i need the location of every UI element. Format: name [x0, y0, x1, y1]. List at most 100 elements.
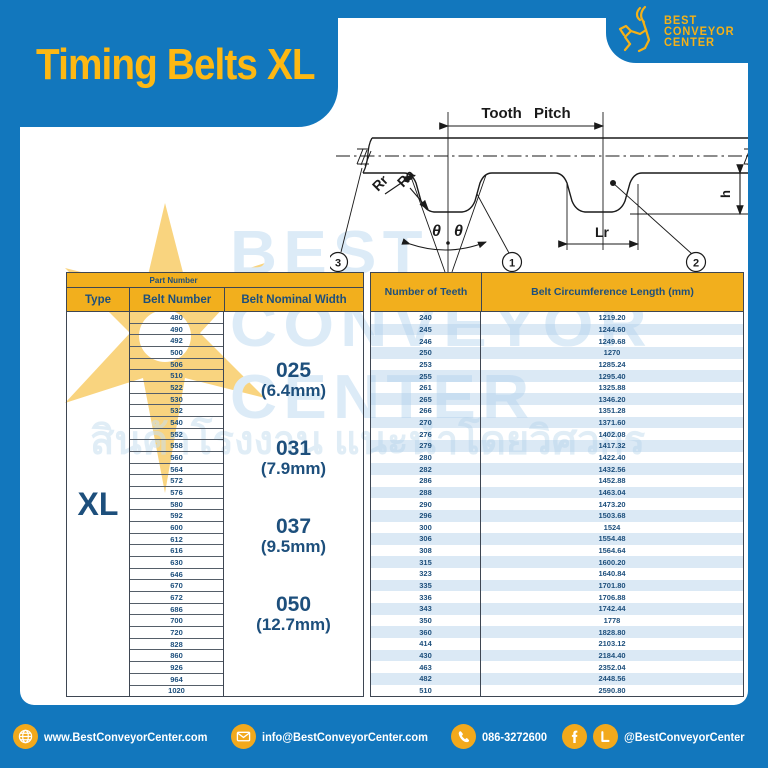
- belt-number-cell: 530: [130, 394, 223, 406]
- belt-number-cell: 580: [130, 499, 223, 511]
- nominal-width-mm: (6.4mm): [260, 381, 327, 400]
- part-number-band: Part Number: [67, 273, 363, 288]
- teeth-cell: 245: [371, 323, 481, 336]
- teeth-cell: 463: [371, 661, 481, 673]
- teeth-cell: 430: [371, 649, 481, 662]
- table-row: 308 1564.64: [371, 544, 743, 557]
- belt-number-cell: 672: [130, 592, 223, 604]
- table-row: 250 1270: [371, 346, 743, 359]
- teeth-cell: 296: [371, 509, 481, 522]
- belt-number-cell: 560: [130, 452, 223, 464]
- belt-number-cell: 686: [130, 604, 223, 616]
- number-of-teeth-column-header: Number of Teeth: [384, 286, 468, 298]
- nominal-width-entry: 025 (6.4mm): [224, 360, 363, 400]
- social-handle[interactable]: @BestConveyorCenter: [623, 729, 745, 744]
- circumference-cell: 1554.48: [598, 534, 626, 544]
- page-header: Timing Belts XL: [0, 0, 338, 127]
- table-row: 350 1778: [371, 614, 743, 627]
- nominal-width-code: 031: [275, 437, 312, 460]
- circumference-cell: 1742.44: [598, 604, 626, 614]
- brand-watermark-line3: CENTER: [230, 363, 536, 432]
- website-item: www.BestConveyorCenter.com: [13, 724, 222, 749]
- circumference-cell: 1295.40: [598, 371, 626, 381]
- teeth-cell: 323: [371, 568, 481, 580]
- teeth-cell: 360: [371, 626, 481, 638]
- belt-number-column: 480 490 492 500 506 510 522 530 532 540 552 558 560 5…: [129, 312, 224, 696]
- table-row: 245 1244.60: [371, 323, 743, 336]
- circumference-cell: 1270: [603, 348, 621, 358]
- circumference-cell: 1524: [603, 522, 621, 532]
- table-row: 253 1285.24: [371, 358, 743, 371]
- table-row: 270 1371.60: [371, 416, 743, 429]
- line-icon[interactable]: [592, 724, 618, 749]
- circumference-cell: 2448.56: [598, 674, 626, 684]
- belt-number-cell: 532: [130, 405, 223, 418]
- table-row: 300 1524: [371, 521, 743, 534]
- teeth-cell: 246: [371, 335, 481, 347]
- circumference-cell: 1706.88: [598, 592, 626, 602]
- right-table-header-row: Number of Teeth Belt Circumference Lengt…: [371, 273, 743, 312]
- belt-number-cell: 612: [130, 534, 223, 546]
- belt-number-cell: 540: [130, 417, 223, 429]
- belt-number-cell: 522: [130, 382, 223, 394]
- teeth-cell: 253: [371, 358, 481, 371]
- circumference-cell: 1564.64: [598, 546, 626, 556]
- phone-item: 086-3272600: [451, 724, 553, 749]
- part-number-header: Part Number: [149, 275, 198, 285]
- nominal-width-code: 037: [275, 515, 312, 538]
- table-row: 360 1828.80: [371, 626, 743, 638]
- circumference-cell: 1371.60: [598, 418, 626, 428]
- teeth-cell: 336: [371, 591, 481, 604]
- left-table-header-row: Type Belt Number Belt Nominal Width: [67, 288, 363, 312]
- brand-logo-line1: BEST: [664, 13, 698, 27]
- belt-number-cell: 576: [130, 487, 223, 499]
- belt-nominal-width-cell: 025 (6.4mm) 031 (7.9mm) 037 (9.5mm) 050 (12.7mm…: [224, 312, 363, 696]
- table-row: 315 1600.20: [371, 556, 743, 569]
- belt-number-cell: 592: [130, 510, 223, 523]
- email-link[interactable]: info@BestConveyorCenter.com: [261, 729, 428, 744]
- tooth-pitch-label: Tooth Pitch: [481, 105, 570, 122]
- theta-right-label: θ: [454, 223, 463, 240]
- brand-logo-line2: CONVEYOR: [664, 24, 735, 38]
- nominal-width-mm: (7.9mm): [260, 459, 327, 478]
- teeth-cell: 306: [371, 533, 481, 545]
- belt-number-cell: 616: [130, 545, 223, 558]
- theta-left-label: θ: [432, 223, 441, 240]
- belt-number-cell: 926: [130, 662, 223, 674]
- circumference-cell: 1432.56: [598, 464, 626, 474]
- circumference-cell: 1503.68: [598, 511, 626, 521]
- brand-logo-text: BEST CONVEYOR CENTER: [664, 13, 735, 49]
- table-row: 255 1295.40: [371, 370, 743, 382]
- circumference-cell: 1417.32: [598, 441, 626, 451]
- phone-icon: [451, 724, 477, 749]
- nominal-width-mm: (12.7mm): [256, 615, 331, 634]
- table-row: 288 1463.04: [371, 486, 743, 499]
- callout-2: 2: [693, 258, 699, 270]
- facebook-icon[interactable]: [561, 724, 587, 749]
- teeth-cell: 288: [371, 486, 481, 499]
- belt-number-column-header: Belt Number: [129, 288, 224, 311]
- table-row: 265 1346.20: [371, 393, 743, 406]
- teeth-cell: 315: [371, 556, 481, 569]
- goat-icon: [616, 4, 658, 59]
- belt-number-cell: 552: [130, 429, 223, 441]
- circumference-cell: 2103.12: [598, 639, 626, 649]
- table-row: 336 1706.88: [371, 591, 743, 604]
- table-row: 240 1219.20: [371, 312, 743, 324]
- table-row: 286 1452.88: [371, 474, 743, 487]
- belt-nominal-width-column-header: Belt Nominal Width: [224, 288, 363, 311]
- teeth-cell: 308: [371, 544, 481, 557]
- table-row: 246 1249.68: [371, 335, 743, 347]
- table-row: 510 2590.80: [371, 684, 743, 697]
- phone-number[interactable]: 086-3272600: [482, 729, 548, 744]
- table-row: 279 1417.32: [371, 440, 743, 452]
- table-row: 290 1473.20: [371, 498, 743, 510]
- circumference-cell: 1778: [603, 615, 621, 625]
- table-row: 282 1432.56: [371, 463, 743, 475]
- table-row: 430 2184.40: [371, 649, 743, 662]
- content-card: BEST CONVEYOR CENTER สินค้าโรงงาน แนะนำโ…: [20, 18, 748, 705]
- table-row: 261 1325.88: [371, 381, 743, 394]
- website-link[interactable]: www.BestConveyorCenter.com: [44, 729, 208, 744]
- brand-logo-line3: CENTER: [664, 35, 715, 49]
- circumference-cell: 1249.68: [598, 336, 626, 346]
